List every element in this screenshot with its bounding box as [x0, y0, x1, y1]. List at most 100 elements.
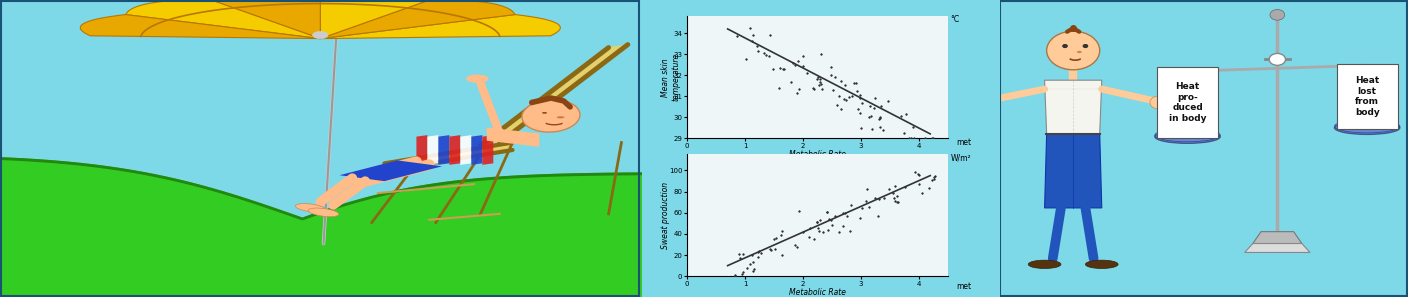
Polygon shape [210, 0, 321, 39]
Point [724, 274, 746, 279]
Point [832, 97, 855, 101]
Point [873, 196, 895, 201]
Point [850, 125, 873, 130]
Point [921, 178, 943, 183]
Circle shape [1150, 96, 1167, 109]
Ellipse shape [1077, 51, 1081, 53]
Point [846, 107, 869, 112]
Point [724, 273, 746, 278]
Point [884, 198, 907, 203]
Point [834, 82, 856, 87]
Point [817, 210, 839, 215]
Point [728, 252, 750, 257]
Point [732, 252, 755, 256]
Point [762, 67, 784, 72]
Point [890, 114, 912, 119]
Point [850, 206, 873, 211]
Ellipse shape [556, 116, 565, 119]
Point [786, 91, 808, 96]
Point [803, 237, 825, 242]
Text: Heat
lost
from
body: Heat lost from body [1354, 76, 1380, 117]
Point [856, 186, 879, 191]
Point [877, 99, 900, 103]
Point [842, 81, 865, 86]
Point [879, 187, 901, 191]
Point [849, 110, 872, 115]
Point [781, 60, 804, 65]
Polygon shape [321, 0, 515, 39]
Ellipse shape [308, 208, 339, 217]
Point [753, 50, 776, 55]
Point [860, 114, 883, 119]
Circle shape [1270, 10, 1284, 20]
Point [838, 95, 860, 99]
Point [770, 233, 793, 238]
Point [886, 194, 908, 199]
Text: Heat
pro-
duced
in body: Heat pro- duced in body [1169, 82, 1207, 123]
Point [819, 72, 842, 77]
Point [908, 173, 931, 178]
Point [870, 103, 893, 108]
Point [838, 228, 860, 233]
Point [769, 85, 791, 90]
Point [769, 65, 791, 70]
Point [801, 86, 824, 91]
Point [901, 125, 924, 129]
Point [869, 114, 891, 119]
X-axis label: Metabolic Rate: Metabolic Rate [788, 288, 846, 297]
Point [869, 124, 891, 129]
Point [821, 222, 843, 227]
Point [904, 170, 926, 174]
Point [746, 255, 769, 260]
Polygon shape [1253, 232, 1302, 244]
Polygon shape [80, 15, 321, 39]
Polygon shape [428, 135, 438, 165]
Ellipse shape [1155, 130, 1221, 143]
Polygon shape [384, 143, 513, 170]
Point [741, 39, 763, 43]
Point [760, 247, 783, 252]
Point [855, 199, 877, 204]
Point [829, 107, 852, 112]
Text: met: met [956, 138, 972, 147]
Point [867, 116, 890, 121]
Point [739, 25, 762, 30]
Ellipse shape [466, 75, 489, 83]
Point [765, 236, 787, 241]
Point [791, 63, 814, 68]
Point [857, 115, 880, 120]
Point [828, 94, 850, 99]
Point [759, 32, 781, 37]
Point [863, 106, 886, 110]
Point [735, 265, 758, 270]
Point [872, 127, 894, 132]
Point [860, 127, 883, 131]
Point [908, 181, 931, 186]
Point [807, 75, 829, 80]
Point [884, 184, 907, 188]
Point [836, 213, 859, 218]
Polygon shape [339, 160, 442, 181]
Point [832, 211, 855, 216]
Point [741, 252, 763, 257]
Point [734, 56, 756, 61]
Polygon shape [482, 44, 629, 145]
Point [819, 64, 842, 69]
Polygon shape [438, 135, 449, 165]
Point [729, 255, 752, 260]
Point [887, 200, 910, 205]
Point [867, 213, 890, 218]
Point [808, 79, 831, 84]
Point [849, 96, 872, 100]
Point [922, 136, 945, 140]
Point [772, 67, 794, 71]
Point [898, 136, 921, 140]
Point [805, 219, 828, 224]
Circle shape [957, 99, 976, 112]
Point [807, 77, 829, 82]
Point [850, 101, 873, 105]
Point [798, 225, 821, 230]
Point [787, 208, 810, 213]
Point [846, 89, 869, 93]
Polygon shape [1045, 134, 1101, 208]
